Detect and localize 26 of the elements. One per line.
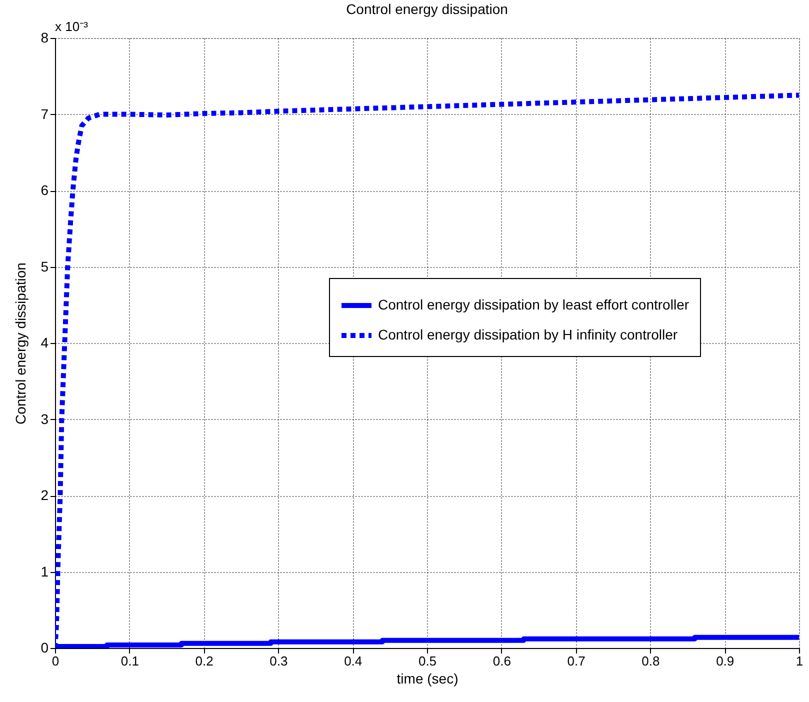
x-tick-label: 0.4: [344, 654, 362, 668]
x-tick-label: 0.6: [492, 654, 511, 668]
text: x 10⁻³: [55, 19, 89, 34]
x-tick-label: 0.2: [195, 654, 214, 668]
x-tick-label: 0: [52, 654, 60, 668]
y-tick-label: 5: [40, 258, 49, 274]
y-tick-label: 7: [40, 106, 49, 122]
chart-title: Control energy dissipation: [346, 1, 508, 17]
x-tick-label: 0.7: [567, 654, 586, 668]
y-tick-label: 1: [40, 563, 49, 580]
x-tick-label: 0.1: [120, 654, 139, 668]
x-tick-label: 0.5: [418, 654, 437, 668]
y-tick-label: 8: [40, 30, 49, 46]
x-axis-title: time (sec): [396, 670, 458, 686]
y-tick-label: 4: [40, 334, 49, 350]
x-tick-label: 0.8: [642, 654, 660, 668]
y-tick-label: 2: [40, 487, 49, 503]
legend-label: Control energy dissipation by H infinity controller: [378, 326, 678, 342]
legend-label: Control energy dissipation by least effort controller: [378, 296, 690, 312]
x-tick-label: 1: [796, 654, 804, 668]
y-tick-label: 0: [40, 640, 49, 656]
x-tick-label: 0.3: [270, 654, 288, 668]
y-tick-label: 3: [40, 410, 49, 427]
y-tick-label: 6: [40, 182, 49, 198]
y-axis-title: Control energy dissipation: [12, 262, 29, 424]
x-tick-label: 0.9: [716, 654, 734, 668]
